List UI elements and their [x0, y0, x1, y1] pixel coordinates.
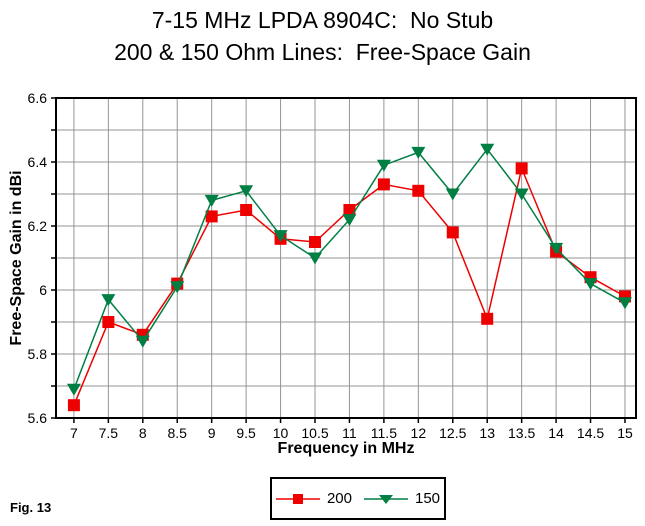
x-tick-label: 7 [70, 425, 78, 441]
legend-item-150: 150 [364, 490, 440, 507]
figure-caption: Fig. 13 [10, 500, 52, 515]
y-tick-label: 5.8 [28, 346, 48, 362]
x-tick-label: 9 [208, 425, 216, 441]
y-tick-label: 6.6 [28, 90, 48, 106]
series-200-marker [446, 226, 459, 239]
legend-square-marker [292, 493, 303, 504]
series-150-marker [308, 252, 323, 265]
x-tick-label: 7.5 [99, 425, 119, 441]
legend-triangle-down-icon [364, 494, 408, 504]
chart-title-line1: 7-15 MHz LPDA 8904C: No Stub [151, 7, 494, 33]
series-150-marker [135, 335, 150, 348]
series-200-marker [412, 184, 425, 197]
y-axis-label-wrap: Free-Space Gain in dBi [6, 98, 28, 418]
series-200-marker [240, 204, 253, 216]
legend-square-icon [275, 493, 320, 504]
series-150-marker [411, 146, 426, 159]
x-tick-label: 14.5 [577, 425, 604, 441]
series-150-marker [239, 185, 254, 198]
series-150-marker [583, 278, 598, 291]
chart-title-line2: 200 & 150 Ohm Lines: Free-Space Gain [114, 39, 531, 65]
x-tick-label: 9.5 [236, 425, 256, 441]
y-tick-label: 5.6 [28, 410, 48, 426]
series-200-marker [309, 236, 322, 248]
x-tick-label: 10 [273, 425, 289, 441]
series-200-marker [343, 204, 356, 216]
series-200-marker [481, 312, 494, 325]
series-150-marker [549, 242, 564, 255]
series-150-marker [204, 194, 219, 207]
series-150-marker [480, 143, 495, 156]
y-tick-label: 6 [39, 282, 47, 298]
series-150-marker [170, 281, 185, 294]
series-200-marker [377, 178, 390, 191]
series-200-marker [67, 399, 80, 412]
x-tick-label: 13.5 [508, 425, 535, 441]
x-tick-label: 8 [139, 425, 147, 441]
legend-label-150: 150 [415, 490, 441, 507]
x-axis-label: Frequency in MHz [277, 440, 415, 457]
legend-item-200: 200 [275, 490, 352, 507]
x-tick-label: 11.5 [371, 425, 397, 441]
y-axis-label: Free-Space Gain in dBi [8, 170, 25, 346]
series-200-marker [102, 316, 115, 328]
x-tick-label: 8.5 [168, 425, 188, 441]
y-tick-label: 6.4 [28, 154, 48, 170]
x-tick-label: 11 [342, 425, 357, 441]
series-150-marker [273, 230, 288, 243]
series-200-marker [205, 210, 218, 223]
x-tick-label: 15 [617, 425, 633, 441]
legend-label-200: 200 [326, 490, 352, 507]
series-150-marker [66, 383, 81, 396]
x-tick-label: 13 [479, 425, 495, 441]
series-150-marker [445, 188, 460, 201]
x-tick-label: 10.5 [301, 425, 328, 441]
series-150-marker [376, 159, 391, 172]
series-150-marker [514, 188, 529, 201]
legend: 200 150 [270, 477, 446, 520]
series-150-marker [342, 214, 357, 227]
series-200-marker [515, 162, 528, 175]
legend-triangle-marker [379, 494, 393, 504]
x-tick-label: 12 [411, 425, 427, 441]
series-150-marker [101, 294, 116, 307]
x-tick-label: 14 [548, 425, 564, 441]
x-tick-label: 12.5 [439, 425, 466, 441]
series-150-marker [617, 297, 632, 310]
y-tick-label: 6.2 [28, 218, 48, 234]
